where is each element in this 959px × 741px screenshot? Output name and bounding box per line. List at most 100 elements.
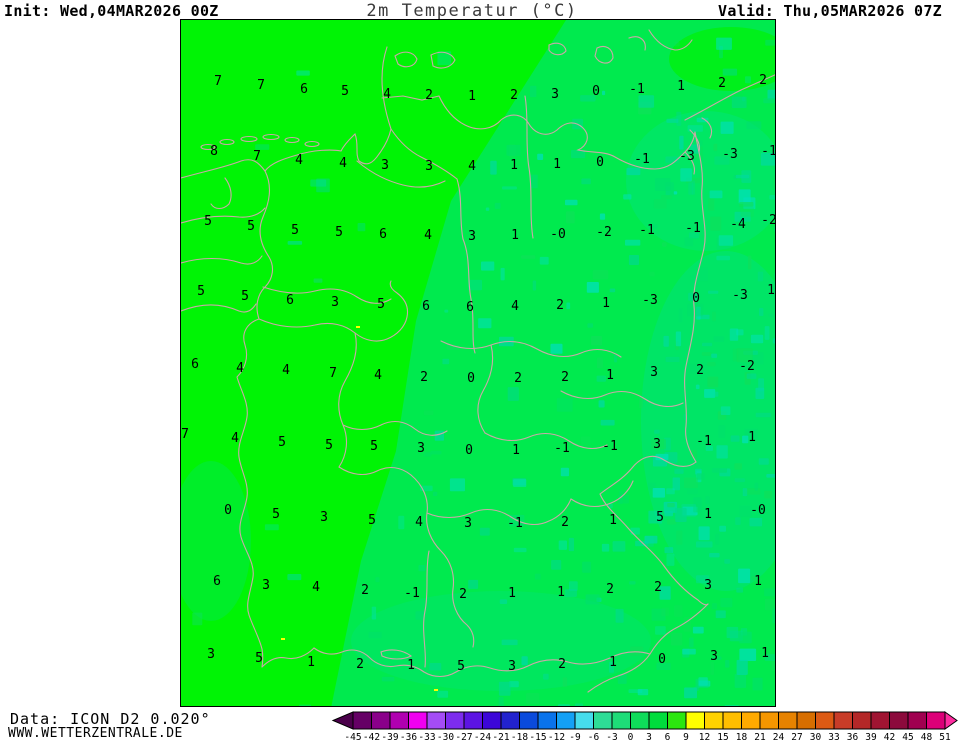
colorbar-box [371, 711, 391, 730]
temperature-value: 3 [704, 577, 712, 593]
temperature-value: 6 [466, 299, 474, 315]
temperature-value: 7 [181, 426, 189, 442]
colorbar-tick-label: 3 [646, 732, 652, 741]
country-and-state-borders [181, 29, 775, 693]
temperature-value: 2 [361, 582, 369, 598]
temperature-value: 5 [272, 506, 280, 522]
colorbar-box [722, 711, 742, 730]
temperature-value: 3 [381, 157, 389, 173]
colorbar-tick-label: 18 [736, 732, 748, 741]
colorbar-box [445, 711, 465, 730]
temperature-value: -2 [739, 358, 755, 374]
colorbar-box [889, 711, 909, 730]
colorbar-tick-label: -36 [400, 732, 417, 741]
temperature-value: 0 [224, 502, 232, 518]
cool-patch [181, 461, 251, 621]
temperature-value: 5 [377, 296, 385, 312]
germany-temperature-map: 7 7 6 5 4 2 1 2 3 0 -1 1 2 2 8 7 4 4 3 3 4 1 1 0 -1 -3 -3 -1 5 5 5 5 6 4 3… [180, 19, 776, 707]
colorbar-box [852, 711, 872, 730]
temperature-value: 2 [425, 87, 433, 103]
colorbar-box [408, 711, 428, 730]
temperature-value: 3 [650, 364, 658, 380]
temperature-value: 2 [696, 362, 704, 378]
temperature-value: 6 [300, 81, 308, 97]
colorbar-box [833, 711, 853, 730]
map-title: 2m Temperatur (°C) [366, 1, 578, 21]
temperature-value: 4 [383, 86, 391, 102]
warm-patch [669, 27, 775, 91]
colorbar-tick-label: -21 [492, 732, 509, 741]
temperature-value: -3 [732, 287, 748, 303]
colorbar-tick-label: -39 [381, 732, 398, 741]
colorbar-box [778, 711, 798, 730]
temperature-value: 1 [510, 157, 518, 173]
colorbar-tick-label: 42 [884, 732, 895, 741]
temperature-value: -2 [596, 224, 612, 240]
temperature-value: 2 [561, 369, 569, 385]
temperature-value: 1 [767, 282, 775, 298]
temperature-value: 2 [718, 75, 726, 91]
temperature-value: 2 [558, 656, 566, 672]
temperature-value: -0 [550, 226, 566, 242]
temperature-value: 1 [407, 657, 415, 673]
temperature-value: 5 [368, 512, 376, 528]
colorbar-tick-label: 39 [865, 732, 877, 741]
temperature-value: 6 [379, 226, 387, 242]
temperature-value: 4 [374, 367, 382, 383]
temperature-value: 6 [286, 292, 294, 308]
temperature-value: -1 [404, 585, 420, 601]
temperature-value: 5 [325, 437, 333, 453]
temperature-value: 4 [312, 579, 320, 595]
cooler-airmass-region [331, 20, 775, 706]
temperature-value: 7 [257, 77, 265, 93]
temperature-value: 5 [341, 83, 349, 99]
temperature-value: 0 [596, 154, 604, 170]
temperature-value: -1 [761, 143, 776, 159]
colorbar-box [482, 711, 502, 730]
colorbar-tick-label: 6 [665, 732, 671, 741]
temperature-value: -0 [750, 502, 766, 518]
temperature-value: 3 [425, 158, 433, 174]
temperature-value: -4 [730, 216, 746, 232]
colorbar-tick-label: -24 [474, 732, 491, 741]
temperature-value: 4 [231, 430, 239, 446]
temperature-value: -1 [634, 151, 650, 167]
temperature-value: 4 [424, 227, 432, 243]
temperature-value: -1 [696, 433, 712, 449]
temperature-value: 4 [415, 514, 423, 530]
cool-patch [351, 591, 651, 691]
data-source-label: Data: ICON D2 0.020° [10, 710, 211, 728]
temperature-value: 4 [295, 152, 303, 168]
temperature-value: -2 [761, 212, 776, 228]
temperature-value: 3 [417, 440, 425, 456]
temperature-value: 1 [508, 585, 516, 601]
colorbar-tick-label: 30 [810, 732, 822, 741]
temperature-value: 7 [329, 365, 337, 381]
temperature-value: -1 [602, 438, 618, 454]
colorbar-tick-label: -12 [548, 732, 565, 741]
colorbar-tick-label: 24 [773, 732, 785, 741]
temperature-value: -1 [639, 222, 655, 238]
colorbar-box [630, 711, 650, 730]
temperature-value: 0 [658, 651, 666, 667]
colorbar-tick-label: -33 [418, 732, 435, 741]
temperature-value: -1 [685, 220, 701, 236]
temperature-value: 5 [656, 509, 664, 525]
temperature-value: 2 [759, 72, 767, 88]
temperature-value: 3 [653, 436, 661, 452]
temperature-colorbar: -45 -42 -39 -36 -33 -30 -27 -24 -21 -18 -15 -12 -9 -6… [331, 711, 958, 741]
temperature-value: -1 [507, 515, 523, 531]
colorbar-box [426, 711, 446, 730]
temperature-value: 5 [197, 283, 205, 299]
temperature-value: 1 [761, 645, 769, 661]
temperature-value: 6 [213, 573, 221, 589]
temperature-value: 4 [282, 362, 290, 378]
colorbar-box [352, 711, 372, 730]
temperature-value: 1 [606, 367, 614, 383]
temperature-value: -3 [642, 292, 658, 308]
temperature-value: 1 [704, 506, 712, 522]
temperature-value: 2 [606, 581, 614, 597]
colorbar-box [648, 711, 668, 730]
colorbar-tick-label: 0 [628, 732, 634, 741]
